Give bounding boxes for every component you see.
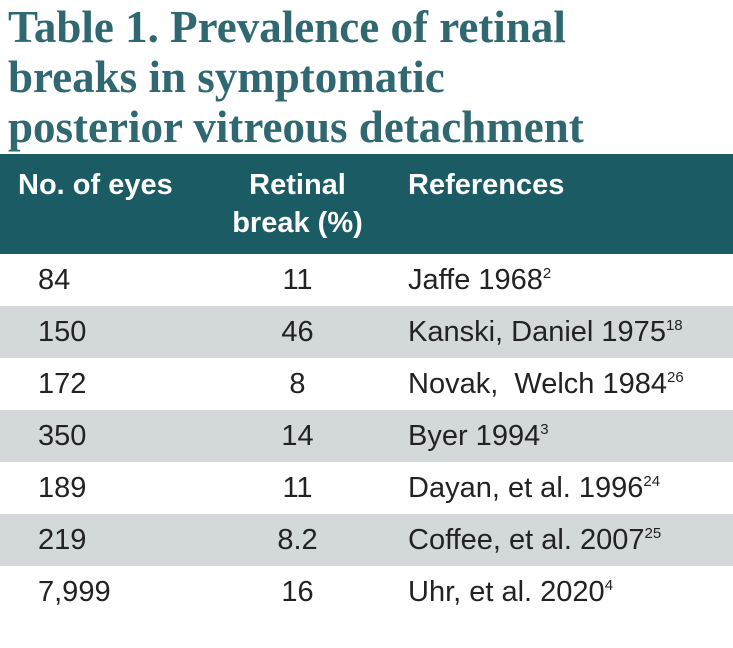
table-row: 7,999 16 Uhr, et al. 20204 xyxy=(0,566,733,618)
reference-cell: Jaffe 19682 xyxy=(386,254,733,306)
table-row: 84 11 Jaffe 19682 xyxy=(0,254,733,306)
reference-number: 26 xyxy=(667,368,684,386)
reference-text: Coffee, et al. 2007 xyxy=(408,523,645,556)
table-header: No. of eyes Retinal break (%) References xyxy=(0,154,733,254)
reference-number: 4 xyxy=(604,576,614,594)
reference-cell: Uhr, et al. 20204 xyxy=(386,566,733,618)
table-row: 172 8 Novak, Welch 198426 xyxy=(0,358,733,410)
reference-text: Byer 1994 xyxy=(408,419,541,452)
reference-number: 18 xyxy=(665,316,683,334)
header-cell: No. of eyes xyxy=(18,169,173,201)
reference-text: Kanski, Daniel 1975 xyxy=(408,315,666,348)
reference-text: Novak, Welch 1984 xyxy=(408,367,667,400)
reference-number: 3 xyxy=(540,420,549,438)
reference-cell: Novak, Welch 198426 xyxy=(386,358,733,410)
eyes-cell: 219 xyxy=(38,523,87,556)
table-row: 189 11 Dayan, et al. 199624 xyxy=(0,462,733,514)
title: Table 1. Prevalence of retinal breaks in … xyxy=(0,0,733,154)
break-cell: 14 xyxy=(281,419,314,452)
header-text: Retinal break (%) xyxy=(232,169,363,239)
reference-cell: Dayan, et al. 199624 xyxy=(386,462,733,514)
reference-cell: Coffee, et al. 200725 xyxy=(386,514,733,566)
eyes-cell: 84 xyxy=(38,263,71,296)
eyes-cell: 172 xyxy=(38,367,87,400)
reference-text: Dayan, et al. 1996 xyxy=(408,471,644,504)
reference-number: 24 xyxy=(643,472,661,490)
break-cell: 11 xyxy=(282,471,313,504)
header-cell: Retinal break (%) xyxy=(209,154,386,254)
break-cell: 11 xyxy=(282,263,313,296)
reference-cell: Byer 19943 xyxy=(386,410,733,462)
title-line: Table 1. Prevalence of retinal xyxy=(8,2,566,52)
break-cell: 16 xyxy=(281,575,314,608)
header-cell: References xyxy=(408,169,565,201)
reference-number: 2 xyxy=(542,264,552,282)
reference-text: Uhr, et al. 2020 xyxy=(408,575,605,608)
title-line: breaks in symptomatic xyxy=(8,52,445,102)
table-row: 150 46 Kanski, Daniel 197518 xyxy=(0,306,733,358)
reference-number: 25 xyxy=(644,524,662,542)
eyes-cell: 7,999 xyxy=(38,575,111,608)
table-body: 84 11 Jaffe 19682 150 46 Kanski, Daniel 19751… xyxy=(0,254,733,618)
eyes-cell: 189 xyxy=(38,471,87,504)
reference-cell: Kanski, Daniel 197518 xyxy=(386,306,733,358)
table: No. of eyes Retinal break (%) References… xyxy=(0,154,733,618)
table-row: 219 8.2 Coffee, et al. 200725 xyxy=(0,514,733,566)
break-cell: 46 xyxy=(281,315,314,348)
break-cell: 8.2 xyxy=(277,523,318,556)
header-row: No. of eyes Retinal break (%) References xyxy=(0,154,733,254)
title-line: posterior vitreous detachment xyxy=(8,102,584,152)
eyes-cell: 150 xyxy=(38,315,87,348)
break-cell: 8 xyxy=(289,367,306,400)
table-row: 350 14 Byer 19943 xyxy=(0,410,733,462)
eyes-cell: 350 xyxy=(38,419,87,452)
reference-text: Jaffe 1968 xyxy=(408,263,543,296)
